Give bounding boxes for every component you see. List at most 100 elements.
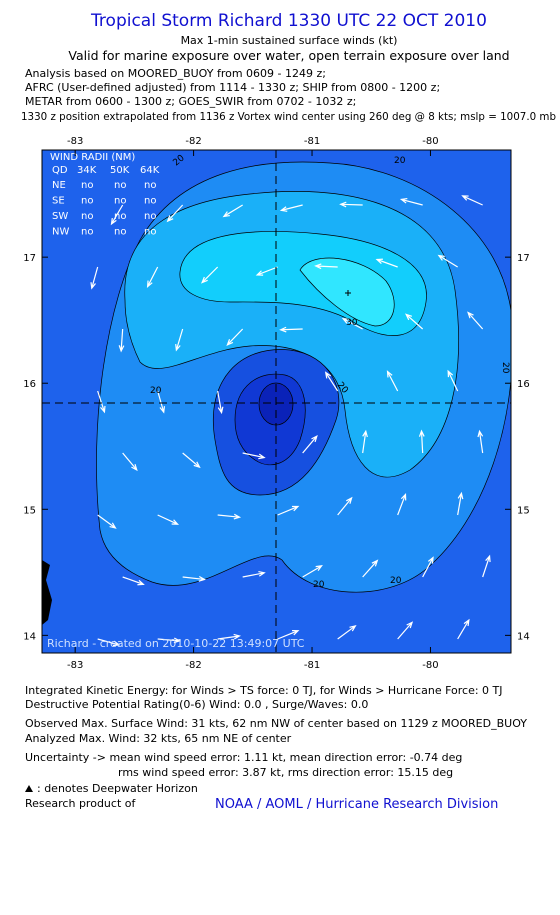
footer-line: Uncertainty -> mean wind speed error: 1.… — [25, 751, 462, 764]
note: AFRC (User-defined adjusted) from 1114 -… — [25, 81, 440, 94]
validity: Valid for marine exposure over water, op… — [68, 48, 509, 63]
y-tick-label: 14 — [23, 631, 36, 642]
wind-vector — [461, 195, 483, 206]
wind-vector — [405, 313, 424, 330]
wind-vector — [157, 514, 180, 525]
wind-vector — [226, 328, 244, 346]
wind-radii-cell: no — [114, 227, 126, 238]
wind-radii-cell: no — [114, 211, 126, 222]
contour-label: 20 — [150, 386, 162, 396]
wind-radii-cell: NE — [52, 180, 66, 191]
max-wind-marker — [345, 290, 351, 296]
wind-vector — [279, 204, 303, 212]
contour-label: 20 — [500, 362, 510, 374]
wind-vector — [337, 625, 357, 640]
footer-line: Integrated Kinetic Energy: for Winds > T… — [25, 684, 503, 697]
credit: Richard - created on 2010-10-22 13:49:07… — [47, 637, 305, 650]
wind-vector — [217, 390, 224, 415]
wind-radii-cell: no — [81, 196, 93, 207]
y-tick-label: 15 — [517, 505, 530, 516]
wind-vector — [217, 633, 241, 640]
research: Research product of — [25, 797, 136, 810]
wind-vector — [337, 496, 353, 516]
wind-radii-cell: SE — [52, 196, 65, 207]
wind-vector — [339, 201, 363, 208]
wind-vector — [482, 554, 491, 578]
y-tick-label: 16 — [23, 379, 36, 390]
x-tick-label: -81 — [304, 660, 320, 671]
footer-line: Destructive Potential Rating(0-6) Wind: … — [25, 698, 368, 711]
wind-radii-cell: no — [144, 180, 156, 191]
wind-vector — [222, 204, 243, 218]
org[interactable]: NOAA / AOML / Hurricane Research Divisio… — [215, 797, 498, 812]
wind-vector — [118, 328, 125, 353]
wind-vector — [201, 266, 219, 284]
wind-vector — [302, 435, 318, 454]
contour-label: 20 — [390, 576, 402, 586]
wind-radii-cell: no — [114, 196, 126, 207]
contour-32 — [299, 257, 395, 327]
contour-label: 20 — [313, 580, 325, 590]
wind-vector — [242, 570, 266, 578]
wind-vector — [110, 204, 124, 226]
wind-radii-header: QD — [52, 165, 68, 176]
x-tick-label: -81 — [304, 136, 320, 147]
wind-radii-header: 34K — [77, 165, 97, 176]
wind-vector — [182, 452, 201, 469]
y-tick-label: 17 — [23, 253, 36, 264]
x-tick-label: -83 — [67, 660, 83, 671]
coastline — [42, 560, 52, 625]
wind-vector — [397, 621, 414, 640]
wind-radii-title: WIND RADII (NM) — [50, 152, 135, 163]
wind-vector — [362, 429, 368, 454]
note: METAR from 0600 - 1300 z; GOES_SWIR from… — [25, 95, 356, 108]
x-tick-label: -82 — [185, 136, 201, 147]
x-tick-label: -82 — [185, 660, 201, 671]
wind-radii-cell: SW — [52, 211, 68, 222]
wind-vector — [175, 328, 184, 352]
footer-line: Analyzed Max. Wind: 32 kts, 65 nm NE of … — [25, 732, 292, 745]
wind-vector — [386, 370, 399, 392]
wind-vector — [457, 491, 464, 516]
wind-vector — [399, 197, 423, 206]
wind-vector — [122, 576, 145, 586]
wind-vector — [397, 492, 407, 516]
note: 1330 z position extrapolated from 1136 z… — [21, 110, 556, 123]
wind-vector — [418, 429, 425, 454]
wind-radii-header: 50K — [110, 165, 130, 176]
wind-vector — [182, 575, 207, 582]
wind-vector — [217, 513, 242, 520]
y-tick-label: 16 — [517, 379, 530, 390]
subtitle: Max 1-min sustained surface winds (kt) — [181, 34, 398, 47]
wind-vector — [255, 266, 278, 276]
wind-vector — [97, 514, 117, 529]
wind-vector — [422, 556, 434, 578]
y-tick-label: 15 — [23, 505, 36, 516]
wind-vector — [314, 263, 338, 270]
title: Tropical Storm Richard 1330 UTC 22 OCT 2… — [90, 11, 487, 31]
wind-vector — [341, 318, 363, 330]
wind-vector — [437, 254, 458, 268]
wind-vector — [157, 637, 182, 644]
map-frame — [41, 149, 512, 654]
y-tick-label: 17 — [517, 253, 530, 264]
wind-vector — [477, 429, 484, 454]
y-tick-label: 14 — [517, 631, 530, 642]
wind-radii-cell: no — [81, 227, 93, 238]
wind-radii-cell: no — [81, 180, 93, 191]
footer-line: rms wind speed error: 3.87 kt, rms direc… — [118, 766, 453, 779]
map: 20 20 20 30 20 20 20 20 WIND RADII (NM) … — [42, 150, 511, 653]
deepwater-symbol — [25, 785, 33, 792]
wind-vector — [324, 371, 339, 392]
wind-vector — [97, 638, 121, 647]
wind-radii-header: 64K — [140, 165, 160, 176]
wind-vector — [277, 505, 300, 516]
wind-radii-cell: no — [144, 227, 156, 238]
wind-vector — [447, 369, 459, 392]
x-tick-label: -80 — [422, 136, 438, 147]
wind-radii-cell: no — [81, 211, 93, 222]
legend: : denotes Deepwater Horizon — [37, 782, 198, 795]
wind-vector — [467, 311, 484, 330]
footer-line: Observed Max. Surface Wind: 31 kts, 62 n… — [25, 717, 527, 730]
